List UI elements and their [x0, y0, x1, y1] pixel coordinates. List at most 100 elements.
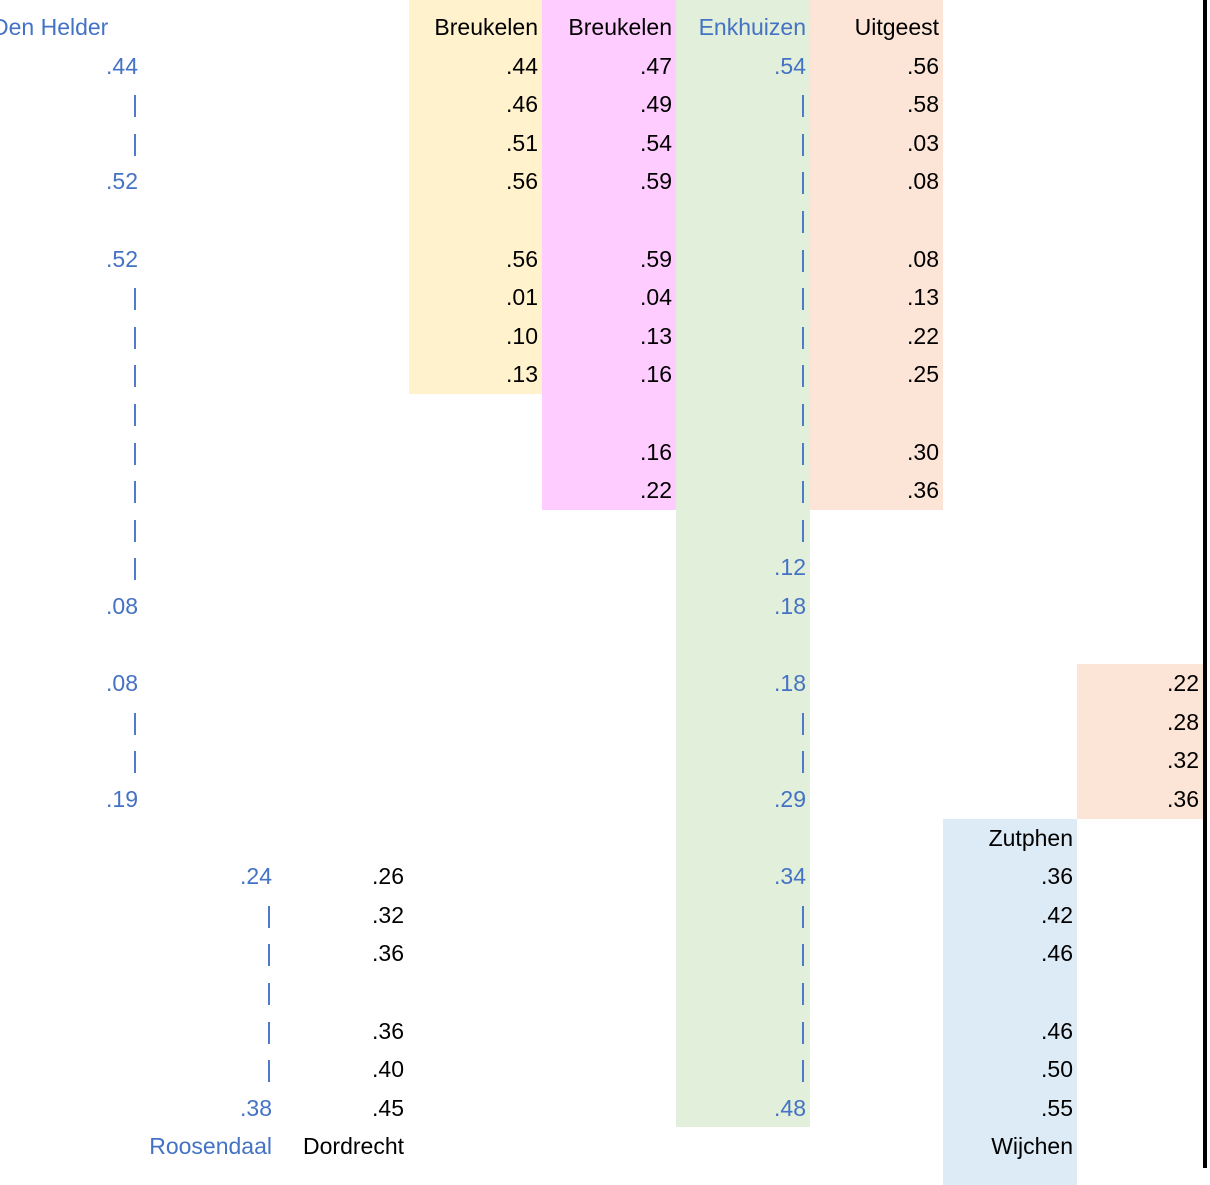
time-cell: .49 — [640, 91, 672, 118]
time-cell: | — [800, 438, 806, 465]
time-cell: .44 — [506, 52, 538, 79]
time-cell: | — [266, 979, 272, 1005]
time-cell: .13 — [506, 361, 538, 388]
column-footer: Roosendaal — [149, 1133, 272, 1160]
column-footer: Dordrecht — [303, 1133, 404, 1160]
column-header: Zutphen — [988, 824, 1073, 851]
time-cell: | — [800, 129, 806, 156]
time-cell: | — [800, 207, 806, 233]
time-cell: | — [800, 708, 806, 735]
time-cell: .59 — [640, 168, 672, 195]
time-cell: | — [800, 245, 806, 272]
time-cell: | — [800, 91, 806, 118]
time-cell: .56 — [907, 52, 939, 79]
time-cell: .18 — [774, 670, 806, 697]
time-cell: | — [800, 168, 806, 195]
time-cell: | — [132, 129, 138, 156]
time-cell: | — [132, 400, 138, 426]
time-cell: .36 — [1041, 863, 1073, 890]
time-cell: | — [132, 438, 138, 465]
time-cell: .04 — [640, 284, 672, 311]
time-cell: .25 — [907, 361, 939, 388]
time-cell: .36 — [907, 477, 939, 504]
time-cell: | — [132, 747, 138, 774]
time-cell: .13 — [907, 284, 939, 311]
time-cell: .55 — [1041, 1094, 1073, 1121]
time-cell: .30 — [907, 438, 939, 465]
time-cell: .08 — [907, 245, 939, 272]
time-cell: | — [132, 361, 138, 388]
uitgeest-column-fill — [810, 0, 943, 510]
time-cell: | — [266, 940, 272, 967]
column-header: Enkhuizen — [698, 14, 806, 40]
time-cell: .03 — [907, 129, 939, 156]
time-cell: .46 — [1041, 940, 1073, 967]
time-cell: .18 — [774, 593, 806, 619]
time-cell: .29 — [774, 786, 806, 812]
time-cell: .38 — [240, 1094, 272, 1121]
time-cell: | — [800, 361, 806, 388]
time-cell: | — [800, 400, 806, 426]
time-cell: .59 — [640, 245, 672, 272]
enkhuizen-column-fill — [676, 0, 810, 1128]
time-cell: .51 — [506, 129, 538, 156]
time-cell: .22 — [1167, 670, 1199, 697]
time-cell: .22 — [640, 477, 672, 504]
time-cell: | — [800, 477, 806, 504]
breukelen-2-column-fill — [542, 0, 676, 510]
time-cell: .45 — [372, 1094, 404, 1121]
time-cell: .46 — [1041, 1017, 1073, 1044]
time-cell: .36 — [1167, 786, 1199, 812]
column-header: Breukelen — [434, 14, 538, 40]
time-cell: .08 — [907, 168, 939, 195]
time-cell: .32 — [1167, 747, 1199, 774]
breukelen-1-column-fill — [409, 0, 542, 394]
time-cell: | — [132, 284, 138, 311]
time-cell: .16 — [640, 361, 672, 388]
time-cell: | — [800, 515, 806, 542]
time-cell: .58 — [907, 91, 939, 118]
time-cell: .48 — [774, 1094, 806, 1121]
time-cell: .54 — [640, 129, 672, 156]
time-cell: | — [266, 1017, 272, 1044]
time-cell: .36 — [372, 1017, 404, 1044]
time-cell: .56 — [506, 168, 538, 195]
time-cell: .26 — [372, 863, 404, 890]
time-cell: | — [266, 901, 272, 928]
time-cell: .32 — [372, 901, 404, 928]
time-cell: .24 — [240, 863, 272, 890]
time-cell: | — [132, 322, 138, 349]
sheet-right-border — [1203, 0, 1207, 1168]
time-cell: .36 — [372, 940, 404, 967]
time-cell: .34 — [774, 863, 806, 890]
time-cell: | — [800, 322, 806, 349]
time-cell: .08 — [106, 593, 138, 619]
time-cell: .16 — [640, 438, 672, 465]
time-cell: .52 — [106, 168, 138, 195]
time-cell: .42 — [1041, 901, 1073, 928]
time-cell: .10 — [506, 322, 538, 349]
time-cell: | — [132, 554, 138, 581]
time-cell: .54 — [774, 52, 806, 79]
time-cell: .44 — [106, 52, 138, 79]
column-footer: Wijchen — [991, 1133, 1073, 1160]
time-cell: | — [132, 515, 138, 542]
time-cell: | — [132, 708, 138, 735]
time-cell: | — [800, 940, 806, 967]
time-cell: .50 — [1041, 1056, 1073, 1083]
time-cell: | — [132, 477, 138, 504]
time-cell: | — [800, 901, 806, 928]
time-cell: .19 — [106, 786, 138, 812]
column-header: Breukelen — [568, 14, 672, 40]
time-cell: .40 — [372, 1056, 404, 1083]
time-cell: | — [800, 747, 806, 774]
time-cell: .56 — [506, 245, 538, 272]
zutphen-wijchen-column-fill — [943, 818, 1077, 1185]
time-cell: | — [800, 284, 806, 311]
time-cell: | — [800, 1017, 806, 1044]
time-cell: | — [800, 1056, 806, 1083]
time-cell: | — [266, 1056, 272, 1083]
time-cell: .01 — [506, 284, 538, 311]
time-cell: | — [800, 979, 806, 1005]
